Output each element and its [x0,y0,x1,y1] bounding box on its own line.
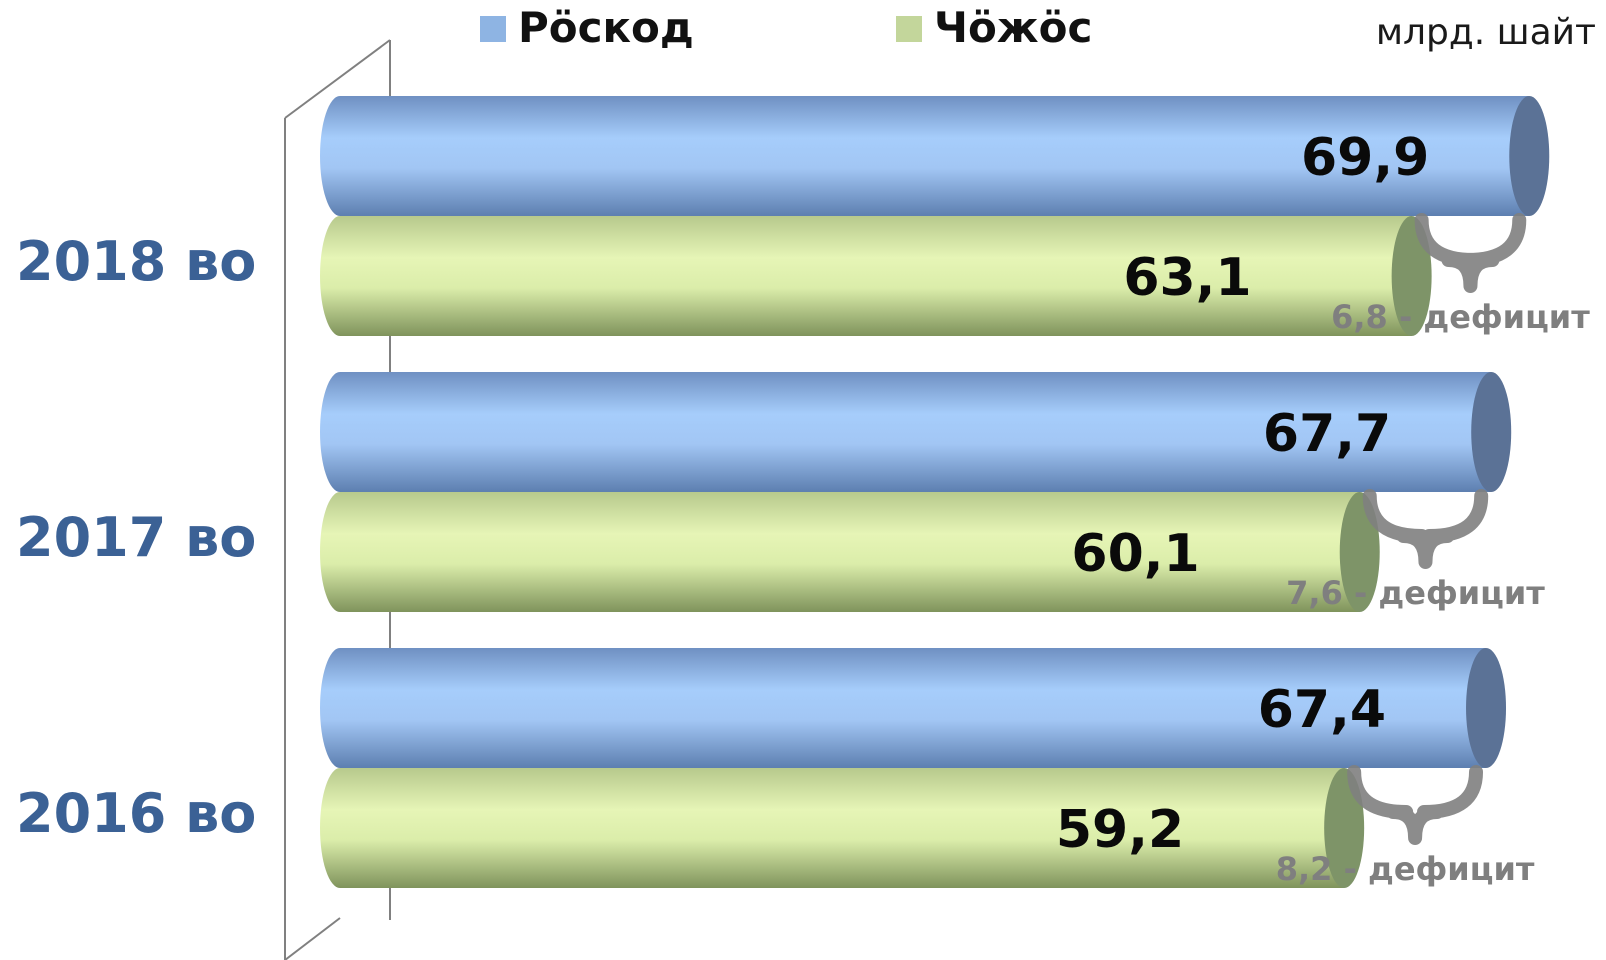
deficit-brace-2 [1347,765,1484,845]
bar-expense-1-body [320,372,1492,492]
bar-expense-2-body [320,648,1487,768]
unit-label: млрд. шайт [1376,12,1596,53]
year-label-1: 2017 во [16,506,256,569]
bar-income-0 [320,216,1432,336]
bar-income-1-body [320,492,1360,612]
year-label-0: 2018 во [16,230,256,293]
value-label-expense-1: 67,7 [1263,404,1391,464]
deficit-label-0: 6,8 - дефицит [1331,298,1590,336]
value-label-income-1: 60,1 [1071,524,1199,584]
bar-income-2-body [320,768,1345,888]
bar-income-1 [320,492,1380,612]
value-label-income-2: 59,2 [1056,800,1184,860]
bar-income-0-body [320,216,1412,336]
legend-label-income: Чӧжӧс [934,3,1092,52]
deficit-label-2: 8,2 - дефицит [1276,850,1535,888]
bar-expense-1-cap [1471,372,1512,492]
value-label-income-0: 63,1 [1123,248,1251,308]
deficit-label-1: 7,6 - дефицит [1286,574,1545,612]
year-label-2: 2016 во [16,782,256,845]
bar-income-2 [320,768,1365,888]
deficit-braces-layer [1347,213,1527,845]
bars-layer [320,96,1550,888]
value-label-expense-0: 69,9 [1301,128,1429,188]
legend-label-expense: Рӧскод [518,3,694,52]
bar-expense-2-cap [1466,648,1507,768]
value-label-expense-2: 67,4 [1258,680,1386,740]
bar-expense-2 [320,648,1507,768]
bar-expense-1 [320,372,1512,492]
deficit-brace-1 [1362,489,1489,569]
deficit-brace-0 [1414,213,1527,293]
bar-expense-0-cap [1509,96,1550,216]
labels-layer: 69,9 63,1 6,8 - дефицит 2018 во 67,7 60,1 7,6 … [16,128,1590,888]
legend-swatch-expense [480,16,506,42]
legend-swatch-income [896,16,922,42]
bar-expense-0-body [320,96,1530,216]
bar-expense-0 [320,96,1550,216]
